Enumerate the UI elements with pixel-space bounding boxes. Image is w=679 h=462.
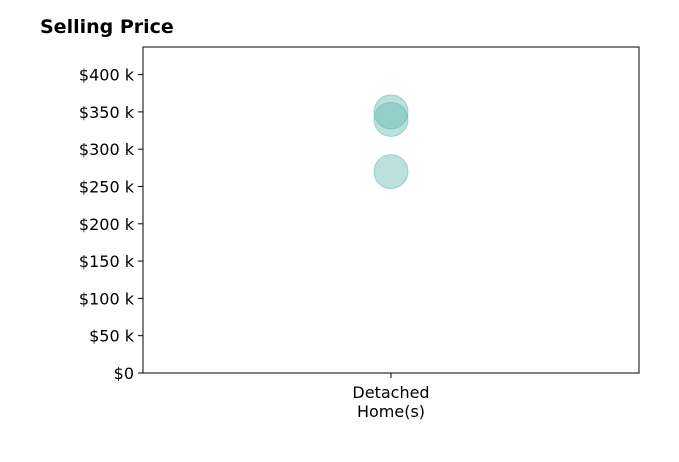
y-tick-label: $400 k [79, 66, 135, 85]
y-tick-label: $150 k [79, 252, 135, 271]
data-point [373, 154, 409, 190]
data-point [373, 94, 409, 130]
y-tick-label: $350 k [79, 103, 135, 122]
x-axis: Detached Home(s) [352, 373, 430, 421]
chart-title: Selling Price [40, 16, 174, 38]
y-tick-label: $100 k [79, 289, 135, 308]
y-tick-label: $50 k [89, 327, 135, 346]
data-points [373, 94, 409, 190]
y-tick-label: $250 k [79, 178, 135, 197]
x-tick-label: Detached Home(s) [352, 383, 429, 421]
y-axis: $0 $50 k $100 k $150 k $200 k $250 k $300 k $35… [79, 66, 143, 383]
y-tick-label: $300 k [79, 140, 135, 159]
y-tick-label: $0 [114, 364, 134, 383]
y-tick-label: $200 k [79, 215, 135, 234]
data-point [373, 101, 409, 137]
